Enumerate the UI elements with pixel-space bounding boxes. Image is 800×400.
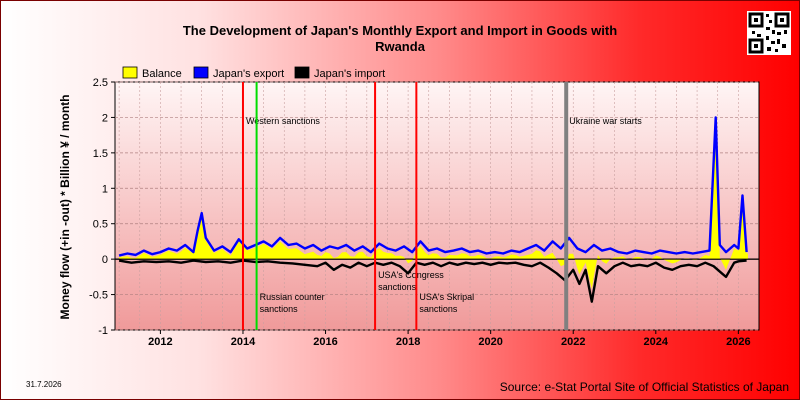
y-tick-label: 0.5 xyxy=(93,219,108,231)
y-tick-label: 2.5 xyxy=(93,77,108,89)
event-markers: Western sanctions Russian counter sanction… xyxy=(241,82,642,330)
event-label: Ukraine war starts xyxy=(569,116,642,126)
legend: Balance Japan's export Japan's import xyxy=(122,66,385,80)
legend-label-export: Japan's export xyxy=(213,68,284,80)
x-tick-label: 2024 xyxy=(644,336,669,348)
y-tick-label: 2 xyxy=(102,112,108,124)
x-tick-label: 2020 xyxy=(478,336,502,348)
y-tick-label: 0 xyxy=(102,254,108,266)
legend-swatch-balance xyxy=(122,66,138,79)
x-tick-label: 2026 xyxy=(726,336,750,348)
export-line xyxy=(118,116,748,257)
x-tick-label: 2014 xyxy=(231,336,256,348)
x-tick-label: 2016 xyxy=(313,336,337,348)
y-tick-labels: 2.5 2 1.5 1 0.5 0 -0.5 -1 xyxy=(89,77,108,337)
y-tick-label: 1 xyxy=(102,183,108,195)
y-tick-label: -1 xyxy=(98,325,108,337)
balance-area xyxy=(119,126,749,290)
qr-code-icon xyxy=(747,11,791,55)
x-tick-label: 2022 xyxy=(561,336,585,348)
legend-swatch-export xyxy=(193,66,209,79)
source-note: Source: e-Stat Portal Site of Official S… xyxy=(500,380,789,394)
event-label: USA's Skripal sanctions xyxy=(419,292,474,314)
event-label: Russian counter sanctions xyxy=(260,292,325,314)
x-tick-label: 2018 xyxy=(396,336,420,348)
y-axis-label: Money flow (+in -out) * Billion ¥ / mont… xyxy=(58,95,72,320)
series-group xyxy=(115,116,759,303)
legend-label-import: Japan's import xyxy=(314,68,385,80)
date-stamp: 31.7.2026 xyxy=(26,380,62,389)
chart-subtitle: Rwanda xyxy=(375,39,426,54)
event-label: Western sanctions xyxy=(246,116,320,126)
x-tick-labels: 2012 2014 2016 2018 2020 2022 2024 2026 xyxy=(148,336,750,348)
event-label: USA's Congress sanctions xyxy=(378,270,444,292)
y-tick-label: -0.5 xyxy=(89,290,108,302)
y-tick-label: 1.5 xyxy=(93,148,108,160)
x-tick-label: 2012 xyxy=(148,336,172,348)
grid-lines xyxy=(111,81,759,334)
chart-title: The Development of Japan's Monthly Expor… xyxy=(183,23,617,38)
legend-swatch-import xyxy=(294,66,310,79)
import-line xyxy=(118,259,747,303)
legend-label-balance: Balance xyxy=(142,68,182,80)
